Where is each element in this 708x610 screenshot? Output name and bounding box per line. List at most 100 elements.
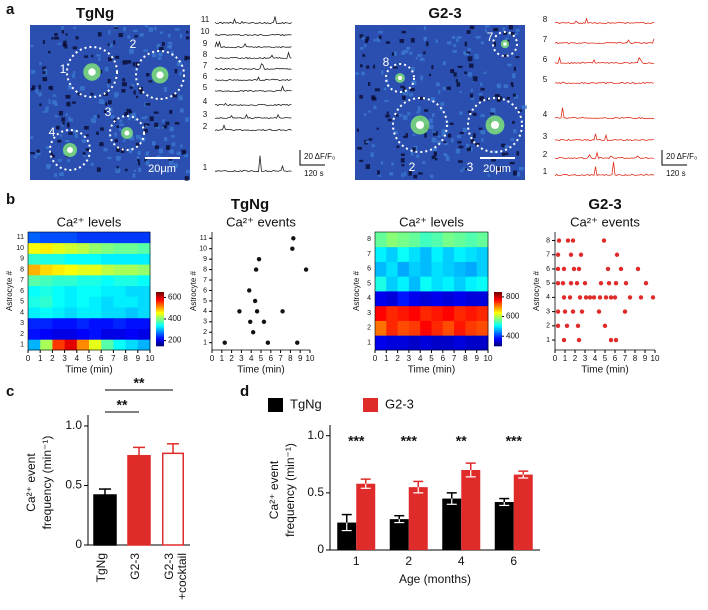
heatmap-cell (408, 261, 421, 277)
x-tick-label: 5 (429, 354, 434, 363)
micrograph-texture (428, 124, 434, 130)
heatmap-cell (52, 328, 65, 340)
y-tick-label: 5 (203, 298, 207, 305)
heatmap-cell (125, 253, 139, 265)
heatmap-cell (465, 232, 478, 248)
cell-label: 8 (383, 55, 390, 69)
micrograph-texture (391, 162, 394, 166)
legend-swatch (268, 398, 283, 412)
micrograph-texture (513, 170, 517, 176)
event-point (556, 238, 562, 243)
micrograph-texture (511, 84, 514, 88)
x-tick-label: 7 (111, 354, 116, 363)
event-point (254, 309, 260, 314)
event-point (253, 267, 259, 272)
micrograph-texture (367, 82, 371, 86)
micrograph-texture (50, 151, 53, 157)
heatmap-cell (386, 320, 398, 336)
x-tick-label: 0 (553, 354, 558, 363)
trace-label: 5 (203, 83, 208, 92)
micrograph-texture (436, 82, 440, 87)
micrograph-texture (139, 89, 143, 94)
micrograph-texture (423, 37, 427, 42)
y-tick-label: 11 (200, 235, 207, 242)
trace (214, 113, 292, 120)
heatmap-cell (64, 317, 78, 329)
micrograph-texture (370, 152, 374, 158)
x-tick-label: G2-3 (128, 553, 142, 580)
heatmap-cell (420, 232, 432, 248)
micrograph-texture (169, 149, 175, 154)
colorbar-step (156, 335, 164, 338)
event-point (248, 319, 253, 325)
heatmap-cell (101, 317, 114, 329)
heatmap-cell (113, 339, 126, 351)
heatmap-cell (101, 253, 114, 265)
trace (554, 81, 655, 85)
micrograph-texture (157, 56, 162, 60)
micrograph-texture (509, 161, 515, 165)
micrograph-texture (114, 139, 119, 143)
micrograph-texture (393, 51, 397, 56)
micrograph-texture (137, 160, 141, 166)
micrograph-texture (116, 147, 120, 152)
heatmap-cell (113, 317, 126, 329)
heatmap-cell (89, 274, 102, 287)
heatmap-cell (76, 264, 90, 276)
event-point (605, 266, 611, 272)
micrograph-texture (378, 35, 382, 40)
heatmap-cell (113, 274, 126, 287)
heatmap-cell (113, 253, 126, 265)
micrograph-texture (365, 140, 369, 144)
micrograph-texture (415, 57, 418, 60)
heatmap-cell (64, 274, 78, 287)
micrograph-texture (443, 152, 447, 156)
event-point (574, 280, 580, 286)
trace (214, 102, 292, 107)
micrograph-texture (148, 80, 153, 83)
heatmap-cell (101, 296, 114, 308)
heatmap-cell (465, 246, 478, 262)
micrograph-texture (393, 131, 399, 135)
y-tick-label: 0.5 (307, 485, 324, 499)
heatmap-cell (125, 285, 139, 297)
micrograph-texture (118, 32, 123, 38)
y-tick-label: 7 (546, 252, 550, 259)
colorbar-step (156, 328, 164, 331)
trace-label: 11 (201, 15, 210, 24)
micrograph-texture (122, 139, 126, 143)
trace (214, 51, 292, 60)
micrograph-texture (510, 32, 515, 36)
event-point (577, 295, 583, 300)
colorbar-step (494, 333, 502, 336)
micrograph-texture (90, 92, 94, 96)
heatmap-cell (40, 285, 53, 297)
cell-core (490, 120, 500, 130)
colorbar-step (494, 331, 502, 334)
colorbar-step (494, 326, 502, 329)
micrograph-texture (441, 132, 447, 137)
y-tick-label: 4 (20, 309, 24, 316)
micrograph-texture (402, 90, 407, 96)
micrograph-texture (118, 128, 122, 131)
micrograph-texture (110, 115, 115, 119)
micrograph-texture (65, 33, 68, 36)
micrograph-texture (59, 134, 63, 137)
micrograph-texture (45, 146, 49, 149)
cell-roi (49, 129, 91, 171)
micrograph-texture (156, 43, 161, 49)
micrograph-texture (68, 116, 71, 122)
micrograph-texture (449, 122, 454, 125)
micrograph-texture (122, 82, 127, 87)
heatmap-cell (465, 276, 478, 292)
micrograph-texture (470, 97, 475, 100)
event-point (555, 323, 561, 329)
heatmap-cell (52, 307, 65, 319)
micrograph-texture (413, 174, 418, 179)
chart-title: Ca²⁺ levels (399, 214, 464, 229)
x-tick-label: 4 (593, 354, 598, 363)
y-tick-label: 3 (546, 308, 550, 315)
event-point (603, 295, 609, 300)
heatmap-cell (64, 264, 78, 276)
colorbar-tick-label: 400 (506, 331, 520, 340)
